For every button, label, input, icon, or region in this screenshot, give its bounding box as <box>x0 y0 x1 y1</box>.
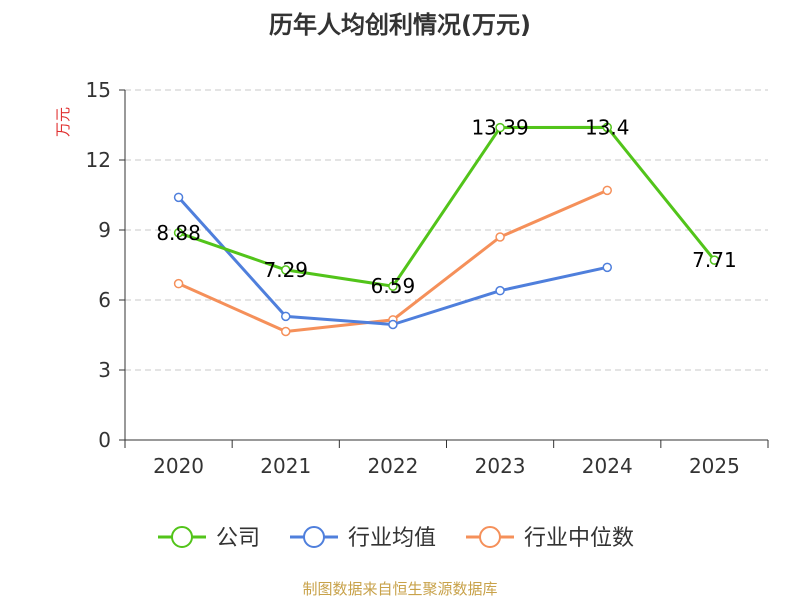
data-point[interactable] <box>388 281 398 291</box>
data-point[interactable] <box>281 265 291 275</box>
x-tick-label: 2025 <box>689 454 740 478</box>
legend-marker <box>303 526 325 548</box>
legend-item-1[interactable]: 行业均值 <box>290 526 436 551</box>
data-label: 6.59 <box>371 274 416 298</box>
y-tick-label: 0 <box>98 428 111 452</box>
y-tick-label: 12 <box>86 148 111 172</box>
legend-label: 行业中位数 <box>524 526 634 551</box>
data-point[interactable] <box>602 185 612 196</box>
data-label: 13.39 <box>471 116 528 140</box>
data-point[interactable] <box>495 232 505 242</box>
legend-marker <box>171 526 193 548</box>
y-tick-label: 9 <box>98 218 111 242</box>
data-label: 13.4 <box>585 115 630 139</box>
data-point[interactable] <box>602 122 612 133</box>
y-tick-label: 3 <box>98 358 111 382</box>
x-tick-label: 2022 <box>367 454 418 478</box>
data-point[interactable] <box>602 262 612 273</box>
data-point[interactable] <box>173 228 184 238</box>
source-note: 制图数据来自恒生聚源数据库 <box>302 580 497 598</box>
x-tick-label: 2024 <box>582 454 633 478</box>
x-tick-label: 2023 <box>475 454 526 478</box>
legend[interactable]: 公司 行业均值 行业中位数 <box>158 526 634 551</box>
y-axis-label: 万元 <box>54 107 72 137</box>
x-tick-label: 2020 <box>153 454 204 478</box>
legend-label: 公司 <box>216 526 260 551</box>
data-label: 8.88 <box>156 221 201 245</box>
series-line-0 <box>178 125 716 288</box>
data-point[interactable] <box>173 278 184 289</box>
data-point[interactable] <box>495 285 505 296</box>
series-lines <box>173 122 720 337</box>
axes: 0 3 6 9 12 15 2020 2021 2022 2023 2024 2025 <box>86 78 769 478</box>
y-tick-label: 15 <box>86 78 111 102</box>
grid-lines <box>125 89 768 371</box>
series-line-1 <box>177 196 608 326</box>
data-point[interactable] <box>388 319 398 330</box>
data-label: 7.29 <box>263 258 308 282</box>
chart-title: 历年人均创利情况(万元) <box>269 11 531 39</box>
legend-label: 行业均值 <box>348 526 436 551</box>
y-tick-label: 6 <box>98 288 111 312</box>
data-point[interactable] <box>173 192 184 203</box>
data-point[interactable] <box>281 311 291 322</box>
legend-item-0[interactable]: 公司 <box>158 526 260 551</box>
x-tick-label: 2021 <box>260 454 311 478</box>
legend-marker <box>479 526 501 548</box>
legend-item-2[interactable]: 行业中位数 <box>466 526 634 551</box>
data-point[interactable] <box>709 255 720 265</box>
data-labels: 8.88 7.29 6.59 13.39 13.4 7.71 <box>156 115 736 298</box>
data-label: 7.71 <box>692 248 737 272</box>
data-point[interactable] <box>495 122 505 133</box>
data-point[interactable] <box>281 326 291 337</box>
series-line-2 <box>177 188 608 333</box>
